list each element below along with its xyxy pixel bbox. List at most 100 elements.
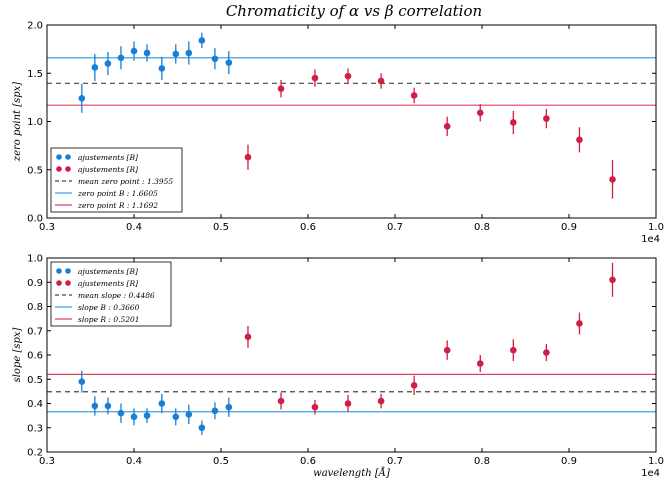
- data-point: [443, 346, 451, 354]
- legend-box: [50, 261, 172, 327]
- x-offset-label: 1e4: [641, 468, 660, 479]
- data-point: [143, 412, 151, 419]
- data-point: [225, 59, 233, 66]
- x-tick-label: 0.9: [561, 456, 577, 467]
- x-tick-label: 0.7: [387, 222, 403, 233]
- data-point: [198, 424, 206, 432]
- legend-marker: [56, 166, 62, 172]
- data-point: [91, 64, 99, 71]
- data-point: [476, 360, 484, 367]
- data-point: [225, 403, 233, 411]
- data-point: [410, 92, 418, 99]
- legend-marker: [56, 154, 62, 160]
- y-axis-label: slope [spx]: [12, 327, 23, 382]
- data-point: [158, 65, 166, 72]
- x-tick-label: 0.6: [300, 456, 316, 467]
- data-point: [172, 413, 180, 421]
- data-point: [510, 346, 517, 354]
- data-point: [198, 37, 206, 44]
- legend-label: ajustements [R]: [78, 165, 138, 174]
- data-point: [172, 50, 180, 58]
- data-point: [244, 153, 252, 161]
- y-tick-label: 1.0: [27, 117, 43, 128]
- data-point: [78, 95, 86, 102]
- y-tick-label: 1.5: [27, 69, 43, 80]
- y-tick-label: 0.3: [27, 423, 43, 434]
- data-point: [158, 400, 166, 407]
- legend-label: ajustements [B]: [78, 153, 138, 162]
- data-point: [510, 119, 517, 126]
- legend-box: [50, 147, 183, 213]
- data-point: [143, 49, 151, 57]
- data-point: [443, 123, 451, 130]
- x-offset-label: 1e4: [641, 234, 660, 245]
- panel-bottom: 0.3 0.4 0.5 0.6 0.7 0.8 0.9 1.00.20.30.40.50.60…: [12, 254, 664, 480]
- x-tick-label: 0.5: [213, 456, 229, 467]
- data-point: [410, 382, 418, 389]
- legend-label: ajustements [R]: [78, 279, 138, 288]
- legend: ajustements [B] ajustements [R] mean zero …: [50, 147, 183, 213]
- data-point: [185, 49, 193, 57]
- data-point: [609, 176, 616, 183]
- y-tick-label: 2.0: [27, 21, 43, 32]
- x-tick-label: 0.8: [474, 456, 490, 467]
- data-point: [104, 60, 112, 67]
- legend-label: zero point B : 1.6605: [77, 189, 158, 198]
- y-tick-label: 0.2: [27, 448, 43, 459]
- legend-label: slope R : 0.5201: [78, 315, 140, 324]
- data-point: [344, 72, 352, 80]
- x-tick-label: 0.9: [561, 222, 577, 233]
- data-point: [609, 276, 616, 284]
- data-point: [211, 55, 219, 63]
- x-tick-label: 0.4: [126, 456, 142, 467]
- data-point: [543, 115, 550, 122]
- y-tick-label: 0.5: [27, 165, 43, 176]
- x-tick-label: 1.0: [648, 456, 664, 467]
- data-point: [117, 54, 125, 62]
- legend-label: ajustements [B]: [78, 267, 138, 276]
- data-point: [185, 411, 193, 418]
- legend-label: zero point R : 1.1692: [77, 201, 158, 210]
- legend-label: slope B : 0.3660: [78, 303, 140, 312]
- y-tick-label: 0.7: [27, 326, 43, 337]
- data-point: [311, 403, 319, 411]
- y-tick-label: 0.6: [27, 351, 43, 362]
- data-point: [543, 349, 550, 356]
- y-tick-label: 0.5: [27, 375, 43, 386]
- x-tick-label: 0.7: [387, 456, 403, 467]
- legend-label: mean zero point : 1.3955: [78, 177, 173, 186]
- x-tick-label: 0.6: [300, 222, 316, 233]
- y-tick-label: 0.9: [27, 278, 43, 289]
- data-point: [576, 320, 583, 327]
- y-tick-label: 1.0: [27, 254, 43, 265]
- legend-marker: [65, 268, 71, 274]
- panel-top: 0.3 0.4 0.5 0.6 0.7 0.8 0.9 1.0 0.0 0.5 1.0 1.5 2.0 1…: [12, 21, 664, 246]
- x-tick-label: 0.4: [126, 222, 142, 233]
- data-point: [277, 397, 285, 405]
- y-tick-label: 0.8: [27, 302, 43, 313]
- legend-marker: [65, 280, 71, 286]
- data-point: [576, 136, 583, 144]
- data-point: [244, 333, 252, 341]
- x-tick-label: 0.5: [213, 222, 229, 233]
- data-point: [476, 109, 484, 117]
- data-point: [211, 407, 219, 415]
- figure-title: Chromaticity of α vs β correlation: [226, 2, 482, 20]
- legend-label: mean slope : 0.4486: [78, 291, 155, 300]
- data-point: [78, 378, 86, 385]
- data-point: [344, 400, 352, 407]
- data-point: [277, 85, 285, 92]
- x-tick-label: 0.8: [474, 222, 490, 233]
- data-point: [311, 74, 319, 82]
- data-point: [104, 402, 112, 410]
- x-tick-label: 1.0: [648, 222, 664, 233]
- legend-marker: [65, 166, 71, 172]
- legend-marker: [56, 268, 62, 274]
- data-point: [117, 409, 125, 417]
- y-tick-label: 0.0: [27, 214, 43, 225]
- x-tick-label: 0.3: [39, 222, 55, 233]
- y-axis-label: zero point [spx]: [12, 82, 23, 162]
- legend-marker: [65, 154, 71, 160]
- legend: ajustements [B] ajustements [R] mean slope…: [50, 261, 172, 327]
